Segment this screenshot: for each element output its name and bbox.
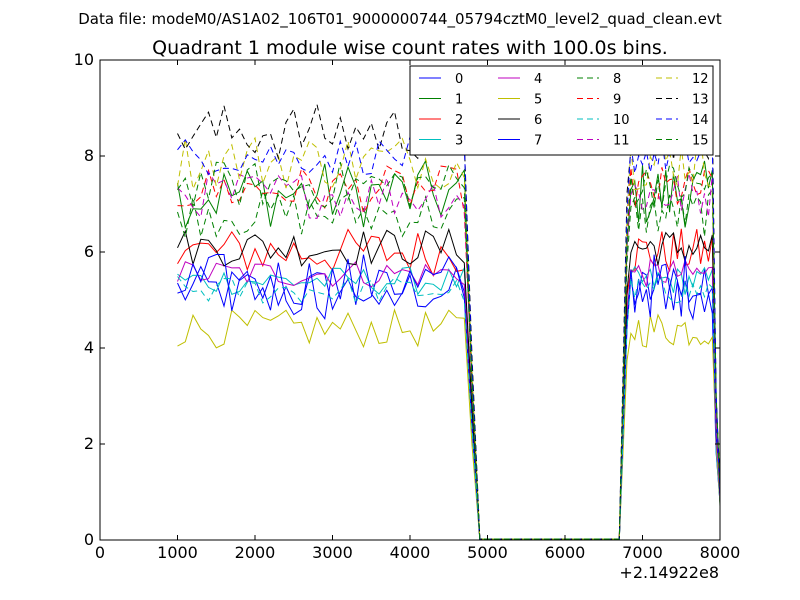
legend-label-5: 5 [534,93,542,108]
legend-label-12: 12 [692,72,709,87]
legend-label-8: 8 [613,72,621,87]
y-tick-label: 8 [84,146,94,165]
figure-suptitle: Data file: modeM0/AS1A02_106T01_90000007… [78,10,722,29]
x-tick-label: 3000 [312,543,353,562]
y-tick-label: 10 [74,50,94,69]
legend-label-1: 1 [455,93,463,108]
x-tick-label: 8000 [700,543,741,562]
legend-label-15: 15 [692,134,709,149]
legend-label-11: 11 [613,134,630,149]
legend-label-0: 0 [455,72,463,87]
legend-label-14: 14 [692,113,709,128]
x-tick-label: 1000 [157,543,198,562]
y-tick-label: 2 [84,434,94,453]
x-tick-label: 0 [95,543,105,562]
x-tick-label: 7000 [622,543,663,562]
x-tick-label: 5000 [467,543,508,562]
legend-label-13: 13 [692,93,709,108]
series-line-8 [177,188,721,540]
y-tick-label: 4 [84,338,94,357]
series-lines [177,102,721,540]
legend-label-9: 9 [613,93,621,108]
plot-frame [99,59,721,541]
x-tick-label: 2000 [235,543,276,562]
legend-label-3: 3 [455,134,463,149]
legend-label-7: 7 [534,134,542,149]
legend-label-2: 2 [455,113,463,128]
x-tick-label: 4000 [390,543,431,562]
y-tick-label: 0 [84,530,94,549]
legend-label-4: 4 [534,72,542,87]
legend-label-6: 6 [534,113,542,128]
x-offset-label: +2.14922e8 [619,563,719,582]
y-tick-label: 6 [84,242,94,261]
chart-title: Quadrant 1 module wise count rates with … [152,37,668,59]
legend-label-10: 10 [613,113,630,128]
legend-box [409,65,714,156]
series-line-15 [177,161,721,540]
x-tick-label: 6000 [545,543,586,562]
